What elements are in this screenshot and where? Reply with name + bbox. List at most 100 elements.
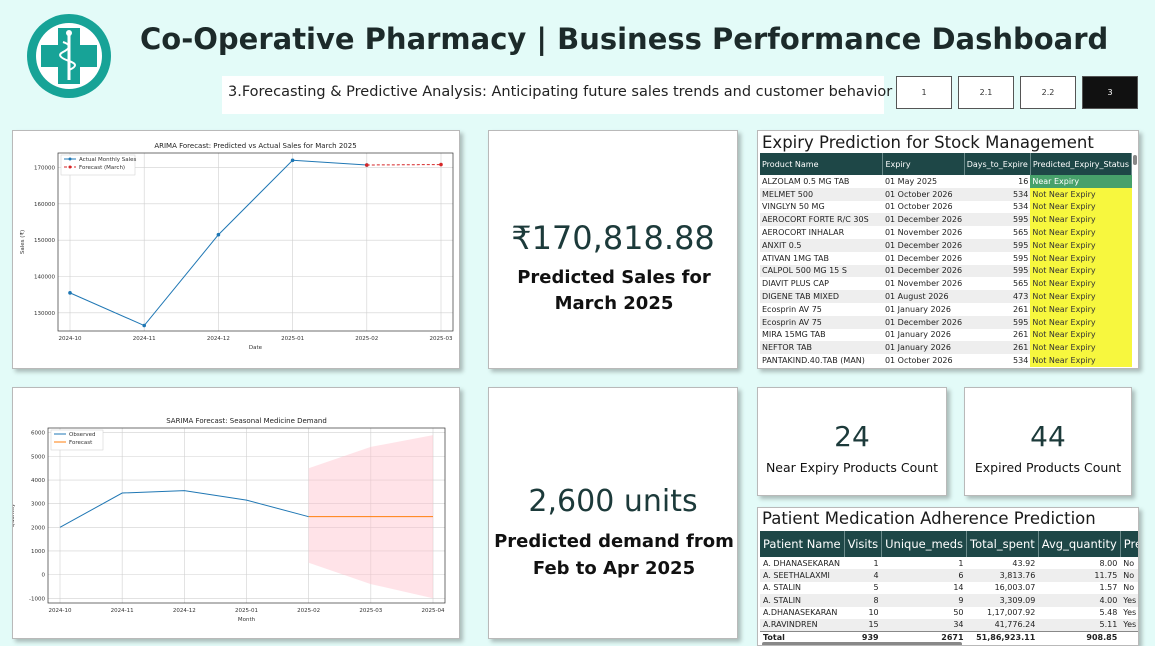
table-cell: 534: [1013, 356, 1029, 366]
table-row[interactable]: A.DHANASEKARAN 10 50 1,17,007.92 5.48 Yes: [760, 607, 1138, 619]
table-cell: 01 October 2026: [884, 356, 953, 366]
table-cell: 01 December 2026: [882, 238, 965, 252]
data-point: [216, 232, 221, 237]
chart-title: SARIMA Forecast: Seasonal Medicine Deman…: [166, 417, 327, 425]
table-cell: Ecosprin AV 75: [760, 315, 883, 329]
expiry-scrollbar[interactable]: [1133, 155, 1137, 165]
table-cell: Not Near Expiry: [1030, 238, 1132, 252]
table-cell: DIAVIT PLUS CAP: [762, 279, 829, 289]
table-cell: 534: [1013, 202, 1029, 212]
x-tick-label: 2025-04: [422, 608, 445, 614]
chart-title: ARIMA Forecast: Predicted vs Actual Sale…: [154, 142, 356, 150]
x-tick-label: 2024-11: [111, 608, 134, 614]
table-cell: 43.92: [1012, 558, 1036, 568]
column-header[interactable]: Predicted_Expiry_Status: [1030, 153, 1132, 175]
adherence-horizontal-scrollbar[interactable]: [762, 642, 962, 645]
column-header[interactable]: Patient Name: [760, 531, 845, 557]
column-header[interactable]: Days_to_Expire: [964, 153, 1031, 175]
table-row[interactable]: A. STALIN 8 9 3,309.09 4.00 Yes: [760, 594, 1138, 607]
column-header[interactable]: Product Name: [760, 153, 884, 175]
table-cell: 1.57: [1099, 583, 1118, 593]
nav-button-3[interactable]: 3: [1082, 76, 1138, 109]
table-cell: 3,309.09: [966, 594, 1039, 607]
data-point: [142, 323, 146, 328]
table-cell: MIRA 15MG TAB: [762, 330, 826, 340]
total-cell: 908.85: [1038, 630, 1121, 644]
nav-button-1[interactable]: 1: [896, 76, 952, 109]
x-tick-label: 2025-01: [235, 608, 258, 614]
table-row[interactable]: A. SEETHALAXMI 4 6 3,813.76 11.75 No: [760, 569, 1138, 582]
table-cell: 10: [868, 608, 879, 618]
data-point: [439, 162, 443, 167]
predicted-sales-card: ₹170,818.88 Predicted Sales for March 20…: [488, 130, 738, 369]
table-cell: 01 November 2026: [884, 279, 963, 289]
column-header[interactable]: Expiry: [882, 153, 965, 175]
column-header[interactable]: Visits: [844, 531, 883, 557]
arima-chart-card: ARIMA Forecast: Predicted vs Actual Sale…: [12, 130, 460, 369]
table-row[interactable]: Ecosprin AV 75 01 January 2026 261 Not Near…: [760, 302, 1132, 316]
table-row[interactable]: A.RAVINDREN 15 34 41,776.24 5.11 Yes: [760, 618, 1138, 632]
x-tick-label: 2025-02: [355, 336, 378, 342]
expiry-table-container[interactable]: Product Name Expiry Days_to_Expire Predi…: [760, 153, 1132, 368]
column-header[interactable]: Avg_quantity: [1038, 531, 1121, 557]
table-cell: Not Near Expiry: [1030, 277, 1132, 291]
table-cell: 01 December 2026: [882, 264, 965, 278]
table-row[interactable]: Ecosprin AV 75 01 December 2026 595 Not Nea…: [760, 315, 1132, 329]
x-tick-label: 2025-03: [430, 336, 453, 342]
table-row[interactable]: AEROCORT INHALAR 01 November 2026 565 Not N…: [760, 226, 1132, 239]
x-tick-label: 2025-01: [281, 336, 304, 342]
table-cell: 8.00: [1099, 558, 1118, 568]
table-cell: Not Near Expiry: [1030, 328, 1132, 342]
table-row[interactable]: DIGENE TAB MIXED 01 August 2026 473 Not Nea…: [760, 290, 1132, 303]
table-cell: 14: [953, 583, 964, 593]
table-row[interactable]: A. STALIN 5 14 16,003.07 1.57 No: [760, 582, 1138, 594]
table-row[interactable]: A. DHANASEKARAN 1 1 43.92 8.00 No: [760, 557, 1138, 569]
table-row[interactable]: ALZOLAM 0.5 MG TAB 01 May 2025 16 Near Expi…: [760, 175, 1132, 188]
table-row[interactable]: ANXIT 0.5 01 December 2026 595 Not Near Exp…: [760, 238, 1132, 252]
x-tick-label: 2025-02: [297, 608, 320, 614]
table-cell: 565: [1013, 228, 1029, 238]
table-cell: CALPOL 500 MG 15 S: [760, 264, 883, 278]
near-expiry-count: 24: [834, 420, 870, 453]
x-tick-label: 2024-10: [59, 336, 82, 342]
table-cell: Yes: [1120, 594, 1138, 607]
expiry-table-card: Expiry Prediction for Stock Management P…: [757, 130, 1139, 369]
legend-label: Forecast: [69, 440, 93, 446]
table-cell: Not Near Expiry: [1030, 354, 1132, 367]
column-header[interactable]: Total_spent: [966, 531, 1039, 557]
table-cell: Yes: [1123, 608, 1137, 618]
column-header[interactable]: Predi: [1120, 531, 1138, 557]
adherence-table-container[interactable]: Patient Name Visits Unique_meds Total_sp…: [760, 531, 1138, 645]
table-cell: 473: [964, 290, 1031, 303]
table-cell: 41,776.24: [966, 618, 1039, 632]
predicted-sales-value: ₹170,818.88: [511, 219, 715, 257]
table-row[interactable]: AEROCORT FORTE R/C 30S 01 December 2026 59…: [760, 213, 1132, 227]
table-row[interactable]: VINGLYN 50 MG 01 October 2026 534 Not Near …: [760, 200, 1132, 214]
table-row[interactable]: NEFTOR TAB 01 January 2026 261 Not Near Exp…: [760, 341, 1132, 355]
table-row[interactable]: MIRA 15MG TAB 01 January 2026 261 Not Near …: [760, 328, 1132, 342]
total-cell: 939: [844, 630, 882, 644]
x-axis-label: Month: [238, 617, 256, 623]
table-cell: Not Near Expiry: [1030, 302, 1132, 316]
table-row[interactable]: PANTAKIND.40.TAB (MAN) 01 October 2026 534…: [760, 354, 1132, 367]
table-cell: MELMET 500: [760, 187, 883, 201]
table-cell: ATIVAN 1MG TAB: [762, 253, 830, 263]
table-row[interactable]: CALPOL 500 MG 15 S 01 December 2026 595 Not…: [760, 264, 1132, 278]
table-cell: 534: [964, 187, 1031, 201]
predicted-demand-card: 2,600 units Predicted demand from Feb to…: [488, 387, 738, 639]
nav-button-2-2[interactable]: 2.2: [1020, 76, 1076, 109]
table-cell: 01 December 2026: [884, 253, 963, 263]
table-cell: 1: [873, 558, 879, 568]
adherence-table-title: Patient Medication Adherence Prediction: [762, 509, 1096, 528]
x-tick-label: 2024-12: [173, 608, 196, 614]
column-header[interactable]: Unique_meds: [881, 531, 968, 557]
table-row[interactable]: MELMET 500 01 October 2026 534 Not Near Exp…: [760, 187, 1132, 201]
table-row[interactable]: ATIVAN 1MG TAB 01 December 2026 595 Not Nea…: [760, 251, 1132, 265]
series-line: [59, 490, 309, 528]
table-cell: 15: [844, 618, 882, 632]
table-row[interactable]: DIAVIT PLUS CAP 01 November 2026 565 Not Ne…: [760, 277, 1132, 291]
x-tick-label: 2024-12: [207, 336, 230, 342]
nav-button-2-1[interactable]: 2.1: [958, 76, 1014, 109]
predicted-demand-value: 2,600 units: [528, 484, 698, 519]
dashboard-title: Co-Operative Pharmacy | Business Perform…: [140, 22, 1109, 56]
